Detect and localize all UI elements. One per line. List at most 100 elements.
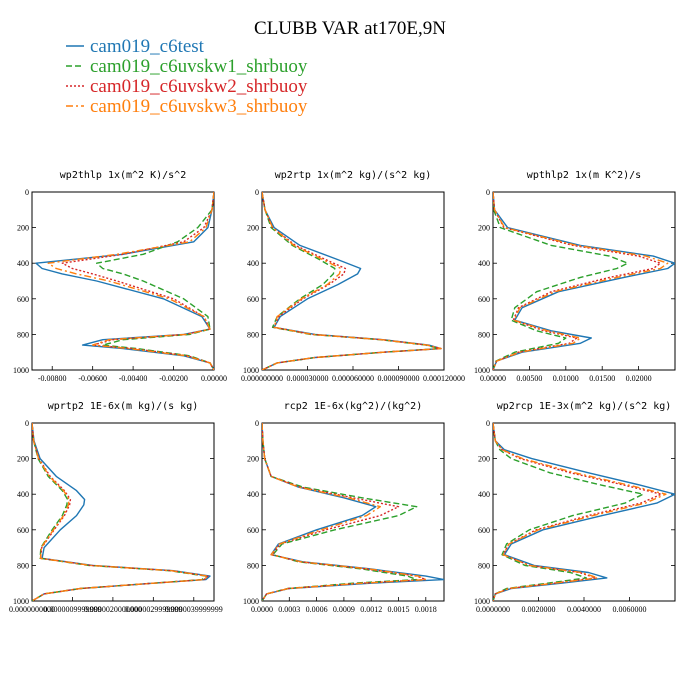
panel-title: wp2thlp 1x(m^2 K)/s^2: [60, 170, 186, 181]
series-line-1: [32, 423, 211, 601]
y-tick-label: 600: [478, 526, 490, 535]
y-tick-label: 600: [17, 295, 29, 304]
panel-1: wp2thlp 1x(m^2 K)/s^2 0 200 400 600 800 1000 -0…: [13, 170, 227, 383]
panel-title: rcp2 1E-6x(kg^2)/(kg^2): [284, 401, 422, 412]
y-tick-label: 600: [247, 526, 259, 535]
y-tick-label: 200: [478, 455, 490, 464]
y-tick-label: 1000: [13, 597, 29, 606]
series-line-3: [262, 192, 442, 370]
x-tick-label: 0.000060000: [332, 374, 374, 383]
figure-title: CLUBB VAR at170E,9N: [254, 18, 446, 39]
series-line-2: [493, 423, 644, 601]
x-tick-label: 0.000000000: [241, 374, 283, 383]
y-tick-label: 400: [247, 490, 259, 499]
legend-label-2: cam019_c6uvskw1_shrbuoy: [90, 56, 308, 77]
x-tick-label: -0.00200: [159, 374, 188, 383]
x-tick-label: 0.0000029999999: [124, 605, 182, 614]
x-tick-label: 0.01500: [589, 374, 615, 383]
x-tick-label: 0.0040000: [567, 605, 601, 614]
series-line-2: [95, 192, 214, 370]
plot-frame: [492, 191, 676, 371]
y-tick-label: 1000: [474, 366, 490, 375]
plot-frame: [261, 422, 445, 602]
series-line-3: [61, 192, 214, 370]
y-tick-label: 0: [486, 419, 490, 428]
y-tick-label: 1000: [474, 597, 490, 606]
x-tick-label: 0.000030000: [287, 374, 329, 383]
y-tick-label: 800: [247, 330, 259, 339]
panels: wp2thlp 1x(m^2 K)/s^2 0 200 400 600 800 1000 -0…: [9, 170, 676, 614]
y-tick-label: 200: [247, 224, 259, 233]
panel-title: wprtp2 1E-6x(m kg)/(s kg): [48, 401, 199, 412]
y-tick-label: 600: [478, 295, 490, 304]
series-line-4: [493, 192, 669, 370]
series-line-1: [262, 423, 444, 601]
x-tick-label: 0.0003: [278, 605, 300, 614]
series-line-4: [493, 423, 667, 601]
x-tick-label: -0.00600: [78, 374, 107, 383]
panel-title: wpthlp2 1x(m K^2)/s: [527, 170, 641, 181]
x-tick-label: 0.0015: [388, 605, 410, 614]
x-tick-label: 0.00000: [480, 374, 506, 383]
x-tick-label: -0.00400: [119, 374, 148, 383]
series-line-4: [262, 192, 442, 370]
y-tick-label: 1000: [243, 597, 259, 606]
series-line-1: [35, 192, 214, 370]
x-tick-label: 0.0000000000: [9, 605, 55, 614]
y-tick-label: 800: [17, 561, 29, 570]
x-tick-label: 0.0000009999999: [43, 605, 101, 614]
y-tick-label: 1000: [13, 366, 29, 375]
x-tick-label: 0.01000: [553, 374, 579, 383]
y-tick-label: 200: [17, 224, 29, 233]
plot-frame: [31, 191, 215, 371]
legend-label-1: cam019_c6test: [90, 36, 205, 57]
y-tick-label: 400: [478, 490, 490, 499]
panel-2: wp2rtp 1x(m^2 kg)/(s^2 kg) 0 200 400 600 800 1…: [241, 170, 465, 383]
panel-4: wprtp2 1E-6x(m kg)/(s kg) 0 200 400 600 800 10…: [9, 401, 223, 614]
x-tick-label: 0.0020000: [522, 605, 556, 614]
x-tick-label: 0.0012: [360, 605, 382, 614]
y-tick-label: 0: [255, 188, 259, 197]
panel-title: wp2rtp 1x(m^2 kg)/(s^2 kg): [275, 170, 432, 181]
y-tick-label: 800: [17, 330, 29, 339]
y-tick-label: 400: [17, 490, 29, 499]
series-line-1: [493, 423, 675, 601]
y-tick-label: 800: [247, 561, 259, 570]
x-tick-label: 0.0000000: [476, 605, 510, 614]
series-line-4: [262, 423, 427, 601]
panel-6: wp2rcp 1E-3x(m^2 kg)/(s^2 kg) 0 200 400 600 8…: [474, 401, 676, 614]
series-line-4: [47, 192, 214, 370]
series-line-1: [493, 192, 675, 370]
legend-label-4: cam019_c6uvskw3_shrbuoy: [90, 96, 308, 117]
y-tick-label: 0: [255, 419, 259, 428]
y-tick-label: 1000: [243, 366, 259, 375]
y-tick-label: 200: [247, 455, 259, 464]
y-tick-label: 400: [478, 259, 490, 268]
panel-title: wp2rcp 1E-3x(m^2 kg)/(s^2 kg): [497, 401, 672, 412]
series-line-2: [493, 192, 629, 370]
panel-3: wpthlp2 1x(m K^2)/s020040060080010000.00…: [474, 170, 676, 383]
x-tick-label: 0.000090000: [378, 374, 420, 383]
y-tick-label: 0: [25, 188, 29, 197]
y-tick-label: 600: [247, 295, 259, 304]
panel-5: rcp2 1E-6x(kg^2)/(kg^2) 0 200 400 600 800 1000…: [243, 401, 445, 614]
y-tick-label: 400: [247, 259, 259, 268]
series-line-3: [493, 423, 663, 601]
y-tick-label: 200: [17, 455, 29, 464]
series-line-4: [32, 423, 209, 601]
x-tick-label: 0.0060000: [613, 605, 647, 614]
x-tick-label: 0.0006: [306, 605, 328, 614]
x-tick-label: 0.0018: [415, 605, 437, 614]
y-tick-label: 400: [17, 259, 29, 268]
x-tick-label: 0.0000039999999: [165, 605, 223, 614]
x-tick-label: -0.00800: [38, 374, 67, 383]
y-tick-label: 800: [478, 561, 490, 570]
series-line-2: [32, 423, 207, 601]
x-tick-label: 0.0009: [333, 605, 355, 614]
y-tick-label: 200: [478, 224, 490, 233]
series-line-2: [262, 423, 418, 601]
x-tick-label: 0.00500: [516, 374, 542, 383]
y-tick-label: 600: [17, 526, 29, 535]
series-line-3: [32, 423, 209, 601]
